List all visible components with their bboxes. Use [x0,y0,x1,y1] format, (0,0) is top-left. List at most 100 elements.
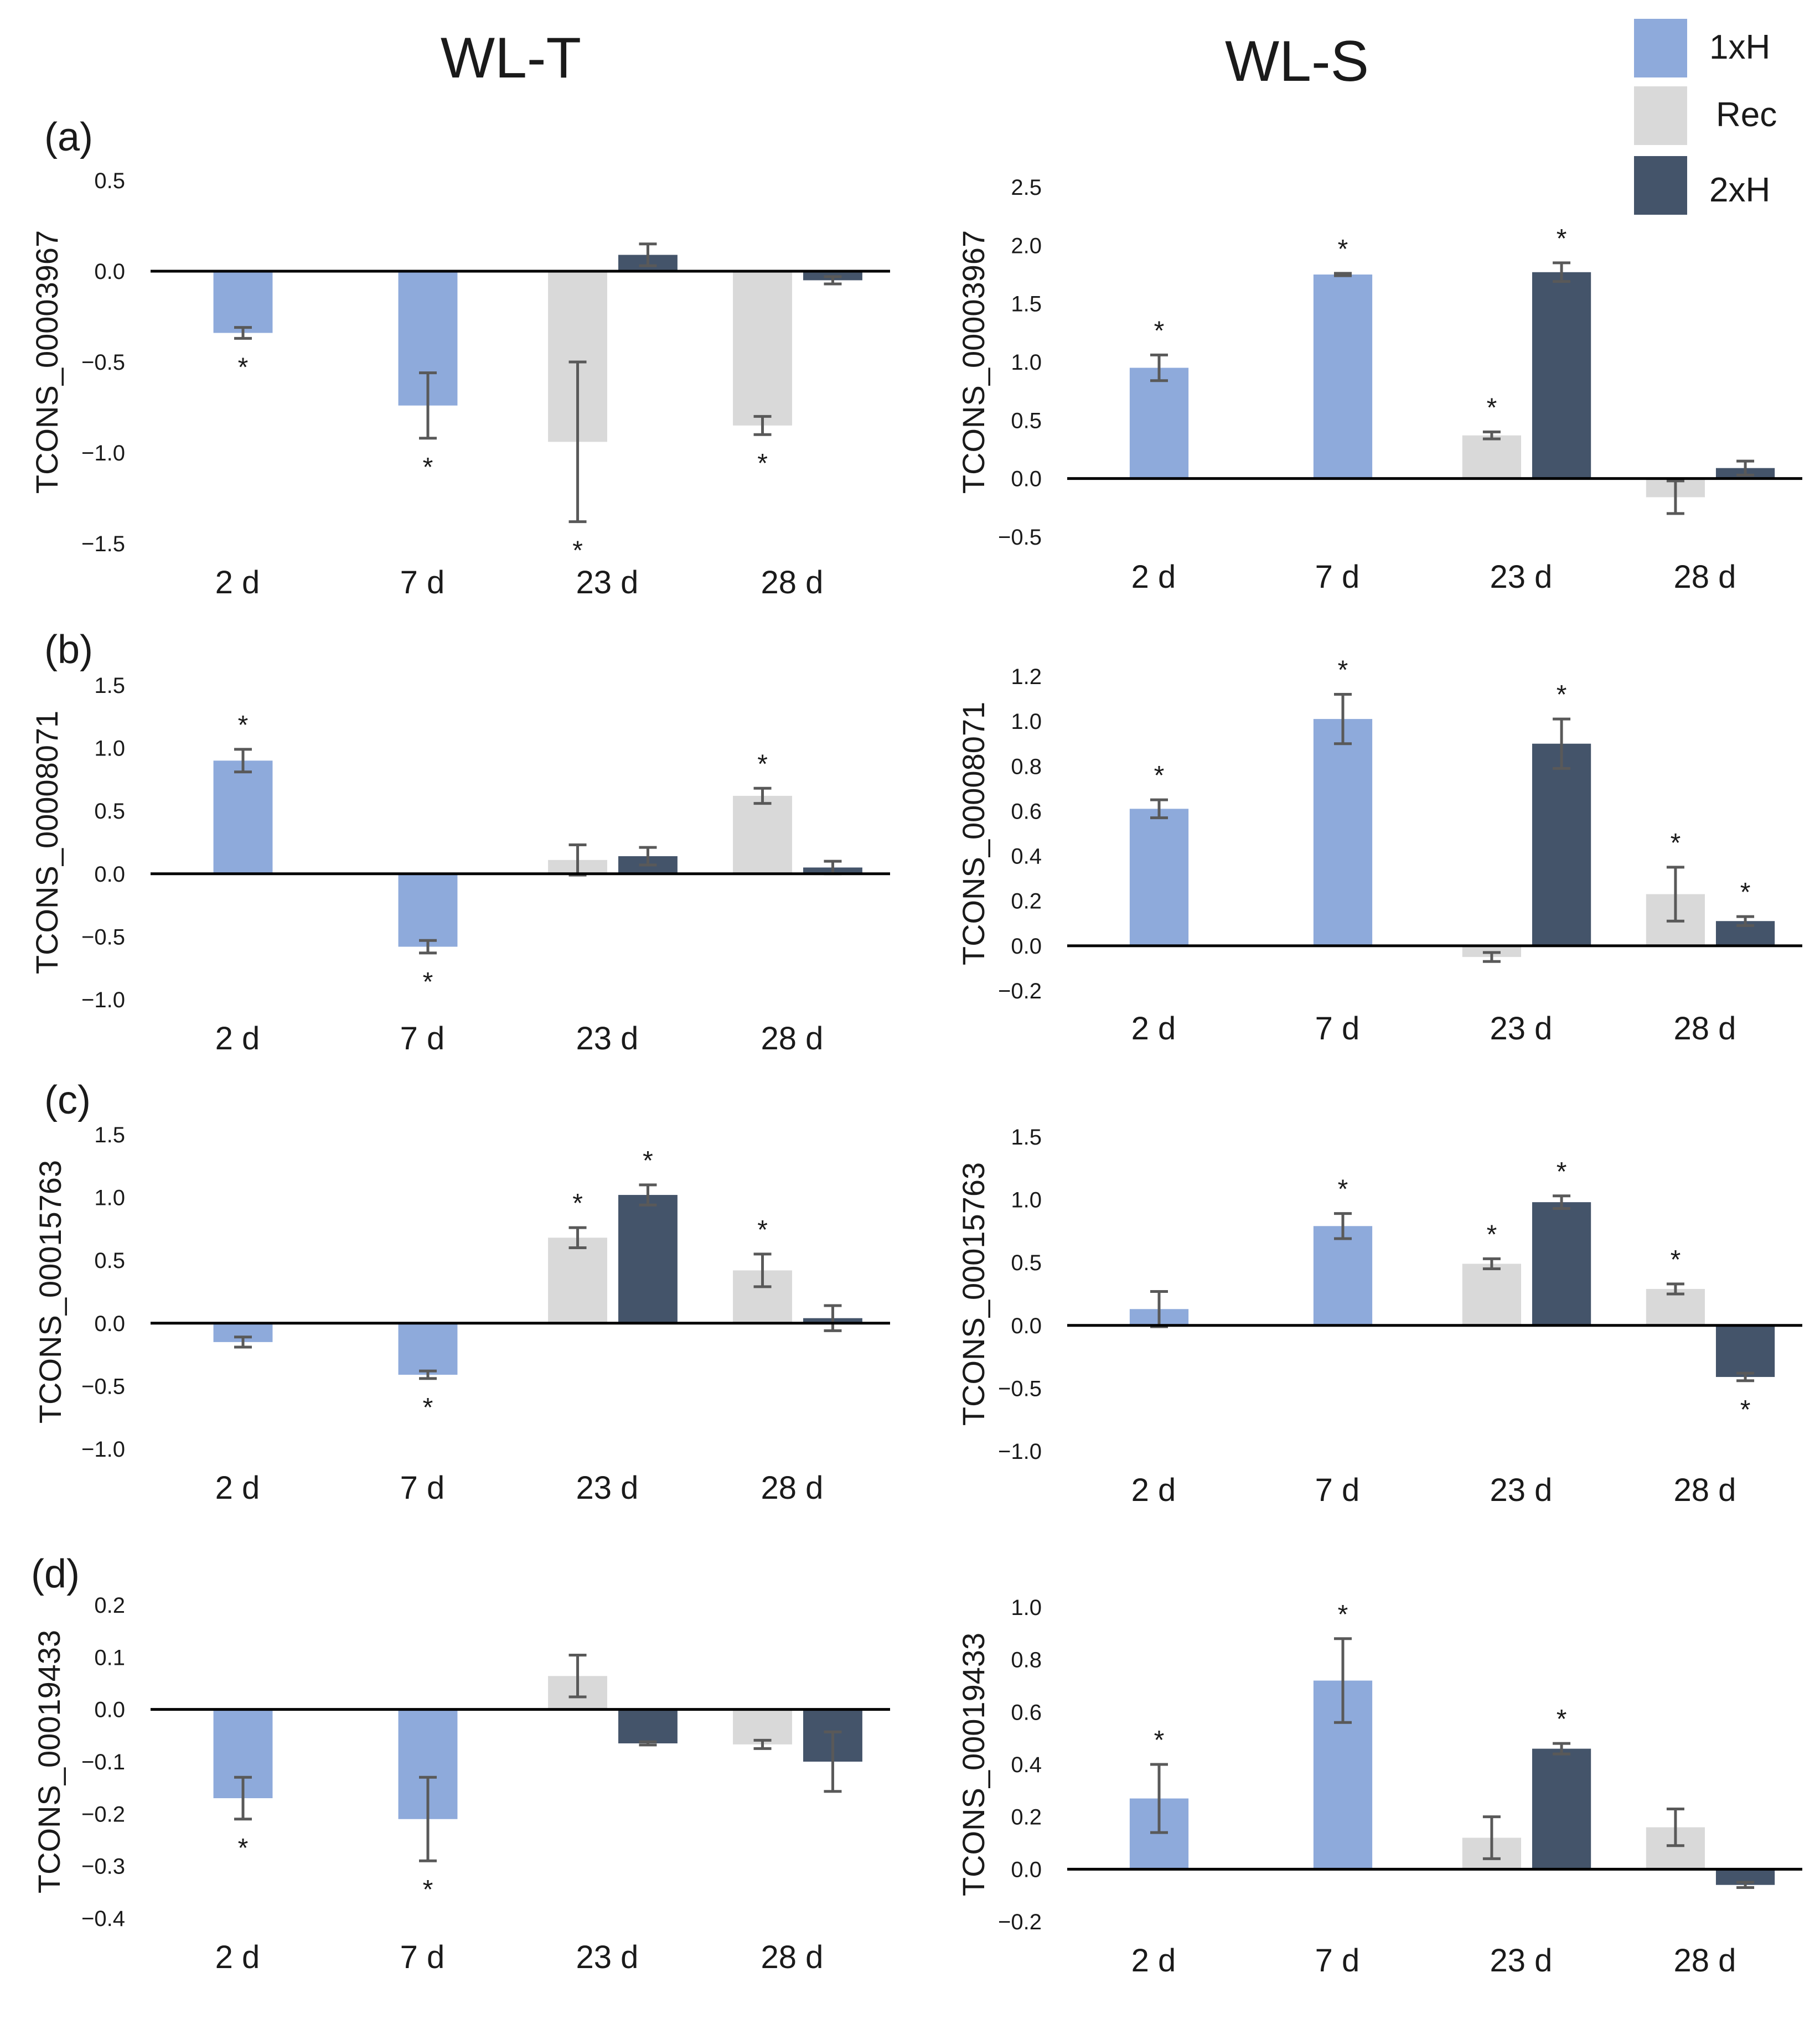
bar-rec-23d [1462,435,1522,479]
significance-marker: * [1557,680,1567,710]
error-bar [753,1252,772,1288]
bar-rec-23d [1462,1264,1522,1326]
error-bar [234,1775,252,1821]
bar-2xh-28d [1715,1325,1775,1377]
error-bar [1553,261,1571,283]
y-tick-label: −0.2 [998,1910,1042,1934]
chart-a-wl-s: 2.5 2.0 1.5 1.0 0.5 0.0 −0.5 TCONS_00003967 2 d 7… [956,175,1802,595]
bar-rec-28d [733,271,792,426]
significance-marker: * [1671,1245,1681,1275]
y-tick-label: 0.5 [1011,1251,1042,1275]
legend-label-2xh: 2xH [1709,171,1770,209]
significance-marker: * [757,749,768,779]
bar-rec-23d [548,1238,607,1323]
bar-1xh-7d [398,1323,458,1375]
significance-marker: * [572,536,583,566]
y-tick-label: 1.5 [94,674,125,698]
error-bar [1334,272,1352,277]
y-tick-label: −1.0 [998,1440,1042,1464]
error-bar [1482,430,1501,441]
y-tick-label: 0.0 [94,260,125,284]
x-category-label: 23 d [1490,1011,1553,1047]
error-bar [234,748,252,774]
significance-marker: * [238,1834,249,1863]
significance-marker: * [1338,1600,1348,1629]
significance-marker: * [1740,878,1751,907]
error-bar [234,1335,252,1349]
y-tick-label: −0.4 [81,1907,125,1931]
error-bar [639,1740,657,1747]
error-bar [1150,1763,1168,1834]
error-bar [753,415,772,436]
significance-marker: * [1487,1220,1497,1249]
x-category-label: 28 d [1674,1943,1736,1979]
significance-marker: * [757,1215,768,1245]
y-tick-label: 2.0 [1011,234,1042,258]
y-axis-label: TCONS_00019433 [956,1633,991,1896]
y-tick-label: −0.5 [81,925,125,949]
x-category-label: 2 d [215,1939,260,1975]
bar-1xh-7d [1313,275,1373,479]
y-tick-label: −0.5 [81,350,125,375]
x-category-label: 2 d [1131,1943,1176,1979]
error-bar [824,1730,842,1793]
y-tick-label: 0.0 [94,1312,125,1336]
significance-marker: * [1338,655,1348,685]
bar-2xh-23d [1532,743,1591,946]
y-tick-label: 1.0 [94,1186,125,1210]
significance-marker: * [1154,316,1165,345]
bar-rec-28d [733,795,792,874]
error-bar [639,242,657,267]
panel-label-c: (c) [44,1078,91,1122]
chart-c-wl-t: 1.5 1.0 0.5 0.0 −0.5 −1.0 TCONS_00015763 2 d 7 d… [33,1123,890,1506]
significance-marker: * [1338,1175,1348,1204]
x-category-label: 28 d [1674,1011,1736,1047]
y-axis-label: TCONS_00015763 [956,1162,991,1426]
significance-marker: * [1338,235,1348,264]
y-tick-label: −0.3 [81,1855,125,1879]
legend-swatch-2xh [1634,156,1687,215]
x-category-label: 7 d [400,1939,445,1975]
bar-rec-28d [733,1709,792,1744]
bar-2xh-23d [618,1709,678,1743]
error-bar [1553,717,1571,770]
y-tick-label: 1.5 [1011,1125,1042,1150]
y-tick-label: 0.6 [1011,799,1042,824]
error-bar [568,1654,587,1699]
error-bar [824,1304,842,1332]
error-bar [568,1226,587,1249]
column-title-wl-s: WL-S [1225,29,1369,94]
legend-label-1xh: 1xH [1709,28,1770,66]
y-tick-label: 0.5 [94,1249,125,1273]
y-tick-label: 0.0 [94,1698,125,1722]
significance-marker: * [1154,761,1165,790]
bar-2xh-23d [1532,1202,1591,1326]
bar-1xh-2d [213,760,273,874]
y-tick-label: −0.2 [81,1802,125,1826]
x-category-label: 23 d [576,1470,639,1506]
bar-2xh-23d [618,1195,678,1323]
error-bar [639,1183,657,1207]
column-title-wl-t: WL-T [441,26,581,90]
significance-marker: * [1487,393,1497,422]
y-tick-label: 1.2 [1011,665,1042,689]
x-category-label: 7 d [1315,559,1360,595]
error-bar [1334,1637,1352,1724]
error-bar [1482,1815,1501,1860]
significance-marker: * [423,967,433,997]
significance-marker: * [238,353,249,382]
x-category-label: 2 d [1131,559,1176,595]
panel-label-a: (a) [44,115,93,159]
y-tick-label: −0.5 [81,1374,125,1399]
significance-marker: * [423,1393,433,1422]
y-tick-label: 0.0 [1011,467,1042,491]
x-category-label: 28 d [761,1021,824,1057]
error-bar [419,371,437,440]
bar-2xh-23d [1532,272,1591,479]
significance-marker: * [1557,1157,1567,1187]
significance-marker: * [643,1146,653,1176]
x-category-label: 28 d [761,565,824,600]
column-titles: WL-T WL-S [441,26,1369,94]
error-bar [753,786,772,805]
y-tick-label: −0.5 [998,1376,1042,1401]
